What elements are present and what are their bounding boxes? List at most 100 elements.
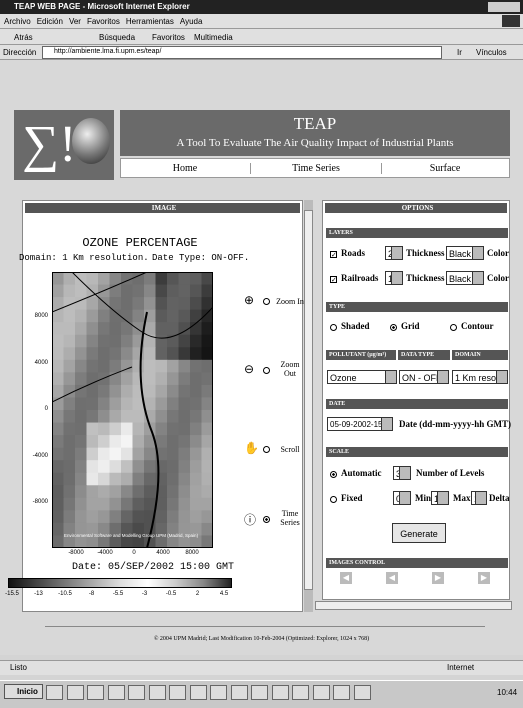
back-button[interactable]: Atrás	[14, 33, 33, 42]
map-cell	[86, 272, 99, 286]
layer-checkbox[interactable]: ✓	[330, 276, 337, 284]
tool-radio[interactable]	[263, 298, 270, 305]
date-select[interactable]: 05-09-2002-15h00	[327, 417, 393, 431]
map-cell	[86, 384, 99, 398]
go-button[interactable]: Ir	[457, 48, 462, 57]
min-input[interactable]: 0	[393, 491, 411, 505]
tool-icon[interactable]: ⊖	[244, 362, 255, 376]
map-cell	[121, 422, 133, 436]
map-cell	[144, 472, 156, 486]
address-field[interactable]	[42, 46, 442, 59]
h-scrollbar[interactable]	[315, 601, 512, 610]
task-button[interactable]	[128, 685, 145, 700]
menu-item[interactable]: Edición	[36, 17, 63, 26]
delta-input[interactable]: 10	[471, 491, 487, 505]
favorites-button[interactable]: Favoritos	[152, 33, 185, 42]
automatic-radio[interactable]	[330, 471, 337, 478]
links[interactable]: Vínculos	[476, 48, 507, 57]
colorbar-label: 2	[195, 591, 200, 597]
map-cell	[75, 384, 87, 398]
tool-radio[interactable]	[263, 516, 270, 523]
map-cell	[75, 535, 87, 548]
image-nav-button[interactable]: ◀	[340, 572, 352, 584]
type-radio[interactable]	[330, 324, 337, 331]
data-type-select[interactable]: ON - OFF %	[399, 370, 449, 384]
image-nav-button[interactable]: ▶	[432, 572, 444, 584]
colorbar-label: -5.5	[112, 591, 124, 597]
task-button[interactable]	[66, 685, 84, 700]
map-cell	[109, 410, 122, 424]
road	[52, 272, 148, 313]
max-input[interactable]: 100	[431, 491, 449, 505]
map-cell	[75, 397, 87, 411]
ie-logo	[502, 15, 520, 27]
thickness-select[interactable]: 1	[385, 271, 403, 285]
generate-button[interactable]: Generate	[392, 523, 446, 543]
thickness-select[interactable]: 2	[385, 246, 403, 260]
task-button[interactable]	[169, 685, 186, 700]
tool-icon[interactable]: ✋	[244, 441, 259, 455]
tool-radio[interactable]	[263, 446, 270, 453]
map-cell	[201, 497, 213, 511]
task-button[interactable]	[230, 685, 248, 700]
task-button[interactable]	[210, 685, 227, 700]
map-cell	[155, 535, 168, 548]
type-radio[interactable]	[450, 324, 457, 331]
layer-checkbox[interactable]: ✓	[330, 251, 337, 259]
task-button[interactable]	[148, 685, 166, 700]
nav-home[interactable]: Home	[172, 163, 198, 174]
map-cell	[190, 510, 202, 524]
type-radio[interactable]	[390, 324, 397, 331]
tool-radio[interactable]	[263, 367, 270, 374]
color-select[interactable]: Black	[446, 246, 484, 260]
media-button[interactable]: Multimedia	[194, 33, 233, 42]
map-cell	[52, 497, 64, 511]
task-button[interactable]	[312, 685, 330, 700]
nav-time-series[interactable]: Time Series	[250, 163, 382, 174]
task-button[interactable]	[292, 685, 309, 700]
map-cell	[86, 510, 99, 524]
map-cell	[52, 334, 64, 348]
fixed-radio[interactable]	[330, 496, 337, 503]
map-cell	[121, 447, 133, 461]
start-button[interactable]: Inicio	[4, 684, 43, 699]
menu-item[interactable]: Herramientas	[125, 17, 174, 26]
window-buttons[interactable]	[488, 2, 520, 12]
map-cell	[52, 522, 64, 536]
status-zone: Internet	[447, 663, 475, 672]
task-button[interactable]	[271, 685, 289, 700]
tool-icon[interactable]: ⊕	[244, 293, 255, 307]
task-button[interactable]	[87, 685, 104, 700]
task-button[interactable]	[189, 685, 207, 700]
image-nav-button[interactable]: ◀	[386, 572, 398, 584]
image-nav-button[interactable]: ▶	[478, 572, 490, 584]
task-button[interactable]	[251, 685, 268, 700]
color-select[interactable]: Black	[446, 271, 484, 285]
task-button[interactable]	[353, 685, 371, 700]
menu-item[interactable]: Ayuda	[179, 17, 203, 26]
tool-label: Scroll	[280, 445, 300, 454]
road	[139, 311, 160, 548]
search-button[interactable]: Búsqueda	[99, 33, 136, 42]
map-cell	[86, 347, 99, 361]
task-button[interactable]	[46, 685, 63, 700]
title-bar	[0, 0, 523, 14]
tool-label: Zoom In	[276, 297, 304, 306]
task-button[interactable]	[107, 685, 125, 700]
menu-item[interactable]: Ver	[68, 17, 81, 26]
levels-input[interactable]: 35	[393, 466, 411, 480]
map-cell	[98, 334, 110, 348]
task-button[interactable]	[333, 685, 350, 700]
pollutant-select[interactable]: Ozone	[327, 370, 397, 384]
tool-icon[interactable]: ⓘ	[244, 513, 257, 527]
nav-surface[interactable]: Surface	[429, 163, 461, 174]
map-cell	[63, 334, 76, 348]
domain-select[interactable]: 1 Km resolution	[452, 370, 508, 384]
map-cell	[167, 297, 179, 311]
menu-item[interactable]: Archivo	[4, 17, 31, 26]
map-cell	[132, 435, 145, 449]
menu-item[interactable]: Favoritos	[86, 17, 120, 26]
map-cell	[155, 384, 168, 398]
scroll-thumb[interactable]	[304, 210, 313, 590]
map-cell	[63, 422, 76, 436]
